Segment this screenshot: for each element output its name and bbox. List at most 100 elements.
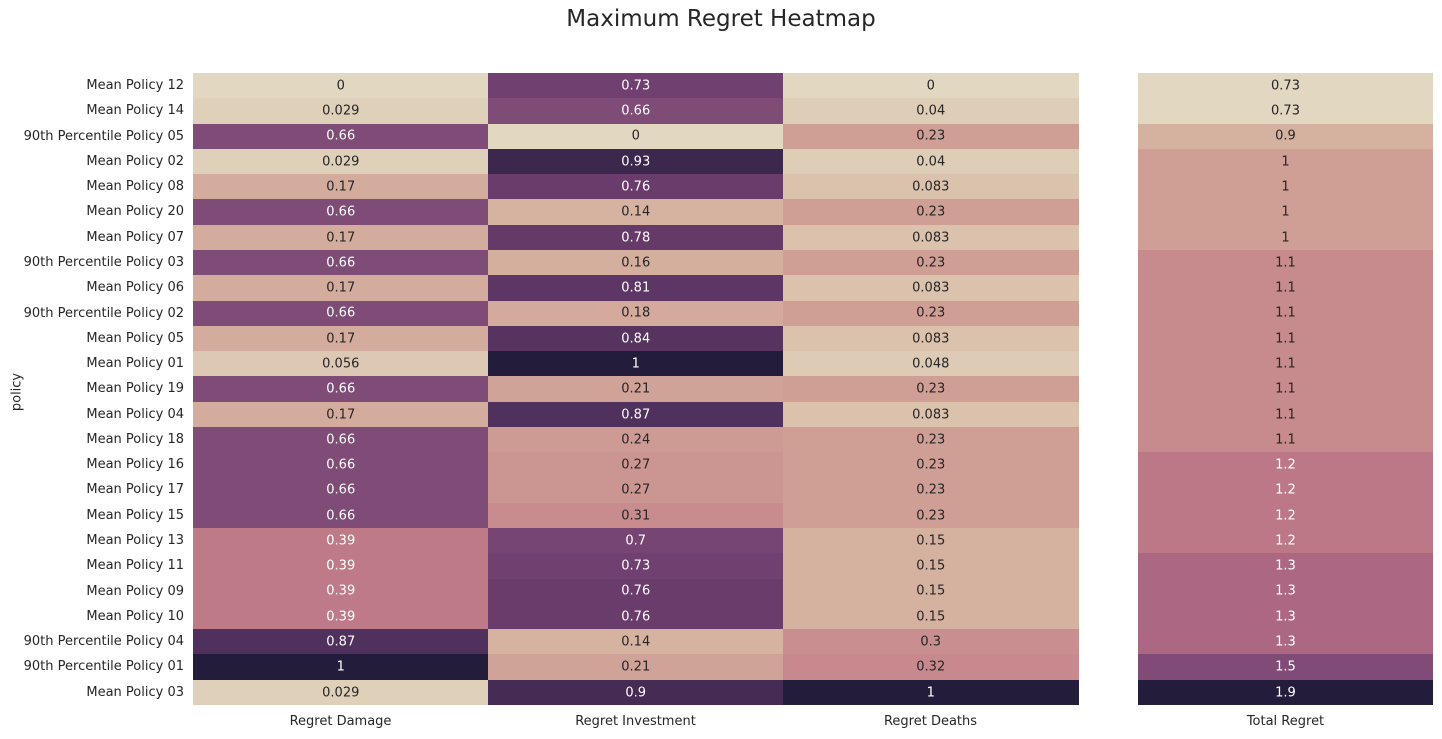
heatmap-cell: 0.73 <box>488 553 784 580</box>
row-tick-label: Mean Policy 15 <box>86 507 184 523</box>
cell-value-label: 0.76 <box>621 179 651 195</box>
heatmap-cell: 0.23 <box>783 123 1079 150</box>
heatmap-cell: 0.23 <box>783 502 1079 529</box>
heatmap-cell: 0.23 <box>783 199 1079 226</box>
cell-value-label: 0.31 <box>621 508 651 524</box>
cell-value-label: 0.39 <box>326 533 356 549</box>
heatmap-cell: 0.66 <box>193 477 489 504</box>
heatmap-cell: 0.66 <box>193 249 489 276</box>
row-tick-label: Mean Policy 11 <box>86 558 184 574</box>
cell-value-label: 0.27 <box>621 482 651 498</box>
row-tick-label: Mean Policy 19 <box>86 381 184 397</box>
cell-value-label: 0.23 <box>916 255 946 271</box>
total-cell: 1 <box>1138 224 1433 251</box>
column-tick-label-total: Total Regret <box>1246 714 1325 729</box>
heatmap-cell: 0.39 <box>193 603 489 630</box>
cell-value-label: 0.17 <box>326 230 356 246</box>
cell-value-label: 0.87 <box>326 634 356 650</box>
cell-value-label: 0.9 <box>625 685 647 701</box>
heatmap-cell: 0.029 <box>193 98 489 125</box>
cell-value-label: 0.87 <box>621 407 651 422</box>
cell-value-label: 0.14 <box>621 634 651 650</box>
total-cell: 1.1 <box>1138 249 1433 276</box>
cell-value-label: 0.23 <box>916 432 946 448</box>
total-value-label: 1.2 <box>1275 533 1296 549</box>
cell-value-label: 0.66 <box>326 482 356 498</box>
cell-value-label: 0.029 <box>322 154 360 170</box>
cell-value-label: 0.083 <box>912 230 950 246</box>
cell-value-label: 0.16 <box>621 255 651 271</box>
heatmap-cell: 1 <box>783 679 1079 706</box>
column-tick-label: Regret Investment <box>575 714 696 729</box>
heatmap-cell: 0.17 <box>193 224 489 251</box>
heatmap-cell: 0.23 <box>783 300 1079 327</box>
row-tick-label: 90th Percentile Policy 03 <box>23 254 184 270</box>
cell-value-label: 0.029 <box>322 103 360 119</box>
cell-value-label: 0.73 <box>621 78 651 94</box>
cell-value-label: 0.21 <box>621 381 651 397</box>
total-cell: 1.1 <box>1138 325 1433 352</box>
cell-value-label: 0.66 <box>326 128 356 144</box>
cell-value-label: 0.14 <box>621 204 651 220</box>
heatmap-cell: 0.84 <box>488 325 784 352</box>
total-value-label: 1.9 <box>1275 685 1296 701</box>
cell-value-label: 0.23 <box>916 457 946 473</box>
total-cell: 1 <box>1138 199 1433 226</box>
total-value-label: 0.9 <box>1275 128 1296 144</box>
row-tick-label: Mean Policy 03 <box>86 684 184 700</box>
heatmap-cell: 0.32 <box>783 654 1079 681</box>
cell-value-label: 0.083 <box>912 331 950 347</box>
heatmap-cell: 0.27 <box>488 452 784 478</box>
row-tick-label: Mean Policy 17 <box>86 482 184 498</box>
cell-value-label: 1 <box>926 685 935 701</box>
heatmap-cell: 0.083 <box>783 275 1079 301</box>
total-cell: 0.73 <box>1138 73 1433 99</box>
cell-value-label: 0.76 <box>621 609 651 625</box>
heatmap-cell: 0.66 <box>193 452 489 478</box>
total-cell: 1.3 <box>1138 629 1433 655</box>
cell-value-label: 0.17 <box>326 331 356 347</box>
heatmap-cell: 0.76 <box>488 603 784 630</box>
cell-value-label: 0.78 <box>621 230 651 246</box>
main-heatmap: 0 0.029 0.66 0.029 0.17 0.66 0.17 0.66 0.17 0.66 0… <box>193 73 1079 706</box>
total-value-label: 1.3 <box>1275 558 1296 574</box>
heatmap-cell: 0.23 <box>783 452 1079 478</box>
cell-value-label: 0.083 <box>912 280 950 296</box>
heatmap-cell: 0.17 <box>193 275 489 301</box>
heatmap-cell: 0.66 <box>193 426 489 453</box>
total-value-label: 1.1 <box>1275 255 1296 271</box>
cell-value-label: 0.76 <box>621 583 651 599</box>
total-value-label: 1.5 <box>1275 659 1296 675</box>
row-tick-label: Mean Policy 07 <box>86 229 184 245</box>
total-value-label: 1.2 <box>1275 457 1296 473</box>
cell-value-label: 0.23 <box>916 381 946 397</box>
heatmap-cell: 0.24 <box>488 426 784 453</box>
heatmap-cell: 0.3 <box>783 629 1079 655</box>
heatmap-cell: 1 <box>193 654 489 681</box>
heatmap-cell: 0.21 <box>488 376 784 403</box>
cell-value-label: 0.15 <box>916 533 946 549</box>
heatmap-cell: 0.04 <box>783 148 1079 175</box>
cell-value-label: 0.083 <box>912 179 950 195</box>
row-tick-label: Mean Policy 16 <box>86 457 184 473</box>
heatmap-cell: 0.083 <box>783 224 1079 251</box>
total-cell: 1.1 <box>1138 426 1433 453</box>
heatmap-cell: 0.39 <box>193 528 489 554</box>
cell-value-label: 0.39 <box>326 583 356 599</box>
heatmap-cell: 0.76 <box>488 174 784 200</box>
column-tick-label: Regret Deaths <box>883 714 978 729</box>
heatmap-cell: 0.14 <box>488 629 784 655</box>
row-tick-label: Mean Policy 13 <box>86 533 184 549</box>
total-cell: 1.1 <box>1138 300 1433 327</box>
total-value-label: 1 <box>1281 179 1290 195</box>
cell-value-label: 0.66 <box>326 204 356 220</box>
cell-value-label: 0.93 <box>621 154 651 170</box>
heatmap-cell: 0.66 <box>193 502 489 529</box>
total-cell: 1.2 <box>1138 477 1433 504</box>
cell-value-label: 0.23 <box>916 508 946 524</box>
total-value-label: 1.1 <box>1275 305 1296 321</box>
heatmap-cell: 0.083 <box>783 401 1079 428</box>
heatmap-cell: 0.23 <box>783 249 1079 276</box>
cell-value-label: 0.029 <box>322 685 360 701</box>
total-cell: 1.5 <box>1138 654 1433 681</box>
